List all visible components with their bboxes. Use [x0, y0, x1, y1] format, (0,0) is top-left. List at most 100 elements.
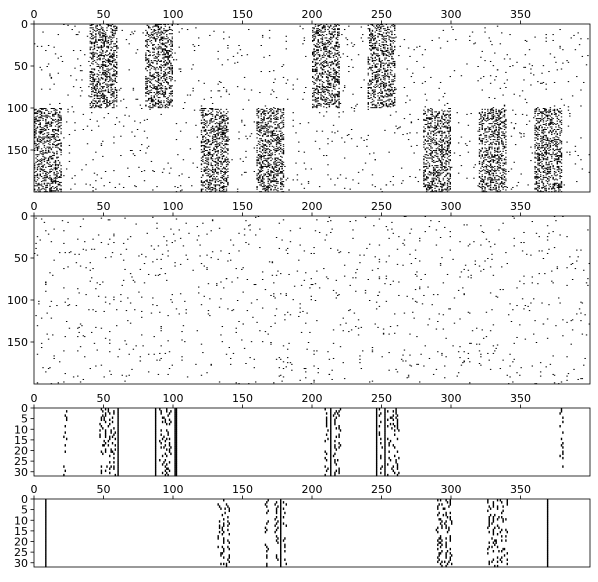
block-spike-mark: [223, 120, 225, 122]
block-spike-mark: [210, 118, 212, 120]
block-spike-mark: [282, 126, 285, 128]
block-spike-mark: [367, 59, 369, 61]
block-spike-mark: [99, 46, 101, 48]
block-spike-mark: [42, 115, 44, 117]
block-spike-mark: [270, 115, 272, 117]
spike-mark: [360, 87, 363, 88]
block-spike-mark: [267, 118, 269, 120]
block-spike-mark: [114, 78, 117, 80]
block-spike-mark: [89, 104, 91, 106]
spike-mark: [356, 103, 358, 105]
block-spike-mark: [161, 54, 164, 56]
block-spike-mark: [42, 108, 44, 109]
block-spike-mark: [107, 39, 110, 41]
block-spike-mark: [209, 140, 211, 142]
block-spike-mark: [317, 97, 319, 99]
block-spike-mark: [168, 76, 171, 78]
block-spike-mark: [223, 186, 225, 188]
block-spike-mark: [102, 27, 104, 29]
block-spike-mark: [56, 167, 58, 169]
spike-mark: [161, 43, 164, 45]
block-spike-mark: [114, 100, 117, 102]
block-spike-mark: [275, 144, 278, 146]
block-spike-mark: [45, 119, 47, 121]
spike-mark: [567, 125, 570, 127]
block-spike-mark: [96, 63, 98, 65]
block-spike-mark: [97, 101, 100, 103]
spike-mark: [469, 35, 471, 37]
block-spike-mark: [95, 40, 97, 42]
block-spike-mark: [317, 50, 319, 52]
block-spike-mark: [149, 107, 151, 109]
spike-mark: [142, 32, 144, 34]
spike-mark: [104, 171, 107, 172]
block-spike-mark: [92, 75, 94, 77]
block-spike-mark: [200, 176, 203, 178]
block-spike-mark: [338, 51, 340, 53]
block-spike-mark: [159, 82, 161, 84]
block-spike-mark: [316, 32, 318, 34]
spike-mark: [362, 169, 364, 171]
block-spike-mark: [278, 137, 281, 139]
block-spike-mark: [45, 176, 47, 178]
block-spike-mark: [42, 172, 44, 174]
block-spike-mark: [157, 60, 160, 62]
block-spike-mark: [39, 123, 41, 125]
block-spike-mark: [221, 134, 224, 136]
block-spike-mark: [382, 45, 385, 46]
block-spike-mark: [282, 134, 285, 136]
block-spike-mark: [224, 132, 226, 134]
block-spike-mark: [384, 50, 386, 52]
block-spike-mark: [380, 45, 382, 47]
block-spike-mark: [385, 104, 388, 106]
spike-mark: [400, 167, 403, 169]
block-spike-mark: [202, 136, 204, 138]
block-spike-mark: [104, 39, 107, 41]
spike-mark: [188, 176, 190, 178]
block-spike-mark: [337, 96, 339, 98]
block-spike-mark: [52, 146, 54, 148]
block-spike-mark: [377, 36, 379, 38]
block-spike-mark: [107, 60, 110, 62]
block-spike-mark: [328, 51, 331, 53]
block-spike-mark: [316, 106, 318, 108]
block-spike-mark: [223, 137, 225, 139]
block-spike-mark: [313, 77, 315, 79]
block-spike-mark: [113, 43, 115, 45]
spike-mark: [438, 130, 440, 132]
block-spike-mark: [384, 68, 386, 70]
block-spike-mark: [385, 38, 388, 40]
block-spike-mark: [382, 47, 385, 49]
block-spike-mark: [163, 56, 165, 58]
block-spike-mark: [277, 190, 279, 192]
block-spike-mark: [273, 189, 275, 191]
block-spike-mark: [330, 43, 332, 45]
block-spike-mark: [260, 180, 262, 182]
block-spike-mark: [146, 58, 148, 60]
block-spike-mark: [36, 139, 39, 141]
block-spike-mark: [60, 173, 62, 175]
block-spike-mark: [114, 66, 117, 67]
block-spike-mark: [223, 117, 225, 119]
block-spike-mark: [373, 25, 375, 27]
block-spike-mark: [60, 117, 62, 119]
block-spike-mark: [96, 50, 98, 52]
spike-mark: [120, 87, 122, 89]
spike-mark: [496, 140, 499, 142]
block-spike-mark: [274, 166, 276, 168]
spike-mark: [395, 125, 397, 127]
block-spike-mark: [42, 127, 44, 129]
block-spike-mark: [160, 93, 162, 95]
block-spike-mark: [40, 168, 43, 170]
spike-mark: [432, 160, 435, 162]
block-spike-mark: [39, 167, 41, 169]
block-spike-mark: [46, 174, 48, 176]
block-spike-mark: [170, 50, 172, 52]
block-spike-mark: [157, 29, 160, 31]
block-spike-mark: [56, 146, 58, 148]
block-spike-mark: [46, 162, 48, 164]
spike-mark: [453, 70, 456, 72]
block-spike-mark: [385, 29, 388, 31]
block-spike-mark: [46, 139, 48, 141]
spike-mark: [446, 137, 449, 139]
